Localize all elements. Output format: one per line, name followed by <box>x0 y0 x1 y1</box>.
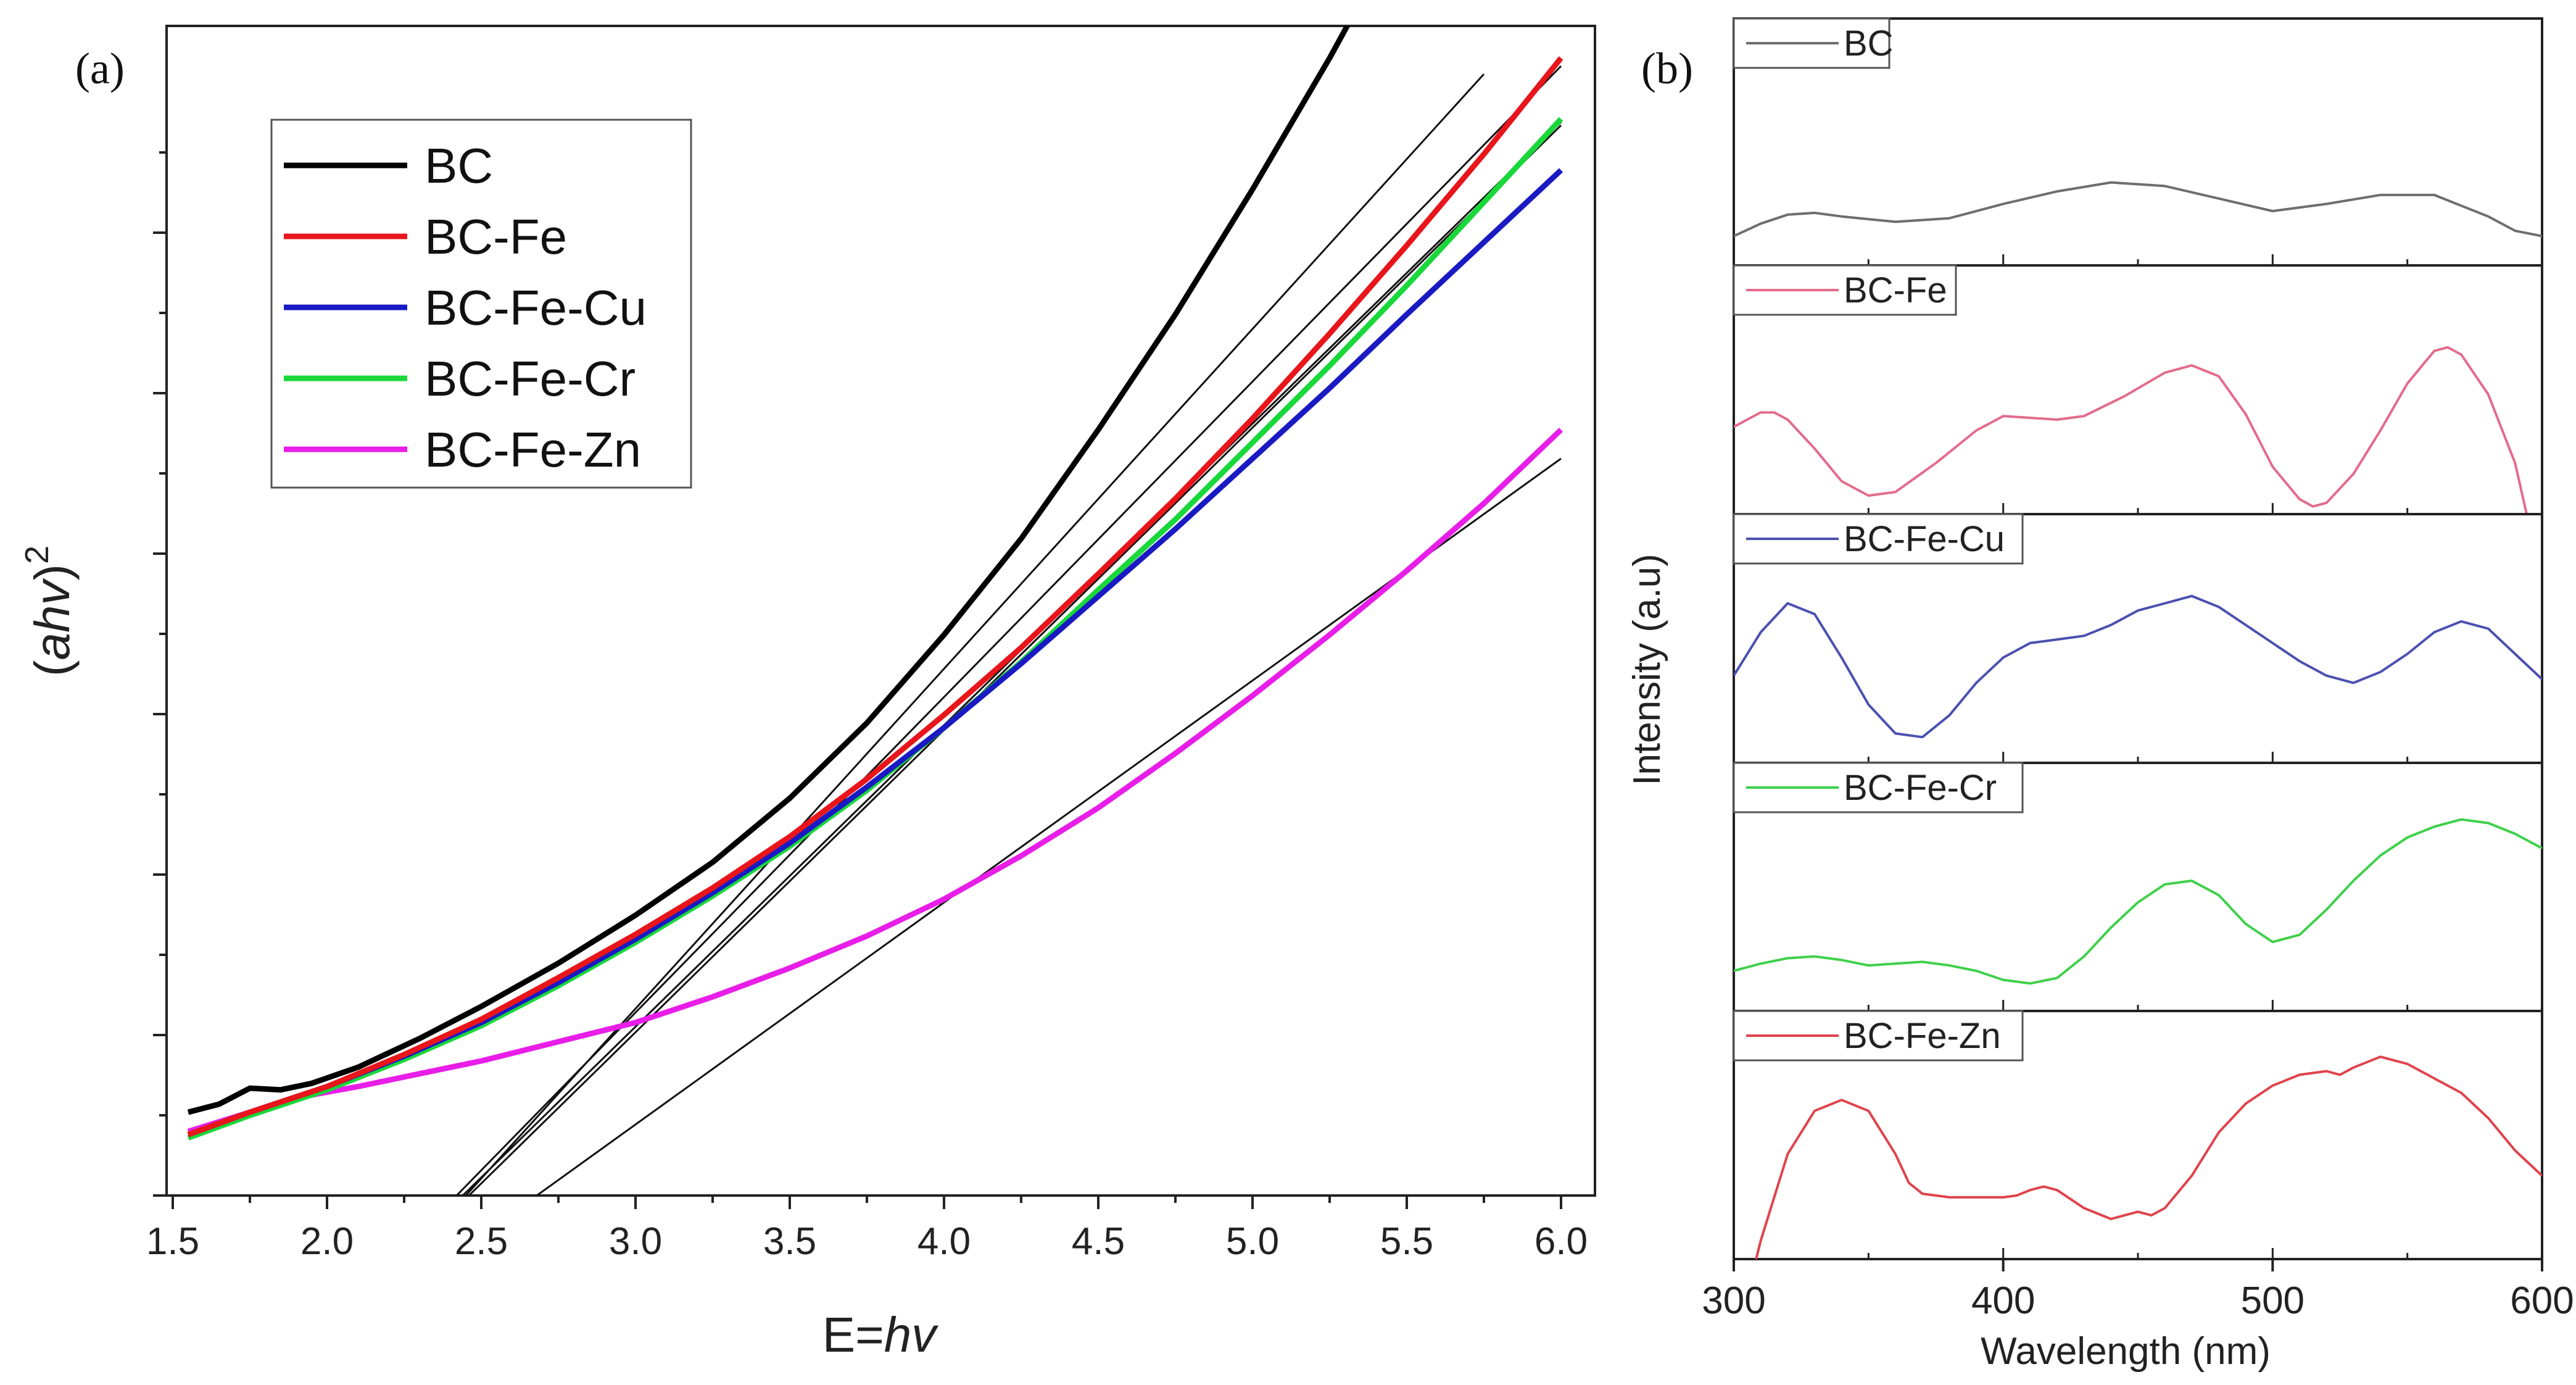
b-legend-bc-fe: BC-Fe <box>1733 264 1957 316</box>
a-x-tick-label: 5.0 <box>1226 1220 1279 1263</box>
a-legend-label-bc-fe-cr: BC-Fe-Cr <box>425 351 636 406</box>
b-subplot-bc-fe-cu: BC-Fe-Cu <box>1733 513 2543 764</box>
b-x-tick-label: 300 <box>1702 1279 1765 1322</box>
a-x-tick-label: 4.5 <box>1072 1220 1125 1263</box>
a-y-axis-title-var: ahv <box>25 578 80 660</box>
a-x-tick-label: 3.0 <box>609 1220 662 1263</box>
a-x-tick-label: 2.5 <box>455 1220 508 1263</box>
a-x-tick-label: 1.5 <box>146 1220 199 1263</box>
b-legend-label: BC-Fe-Zn <box>1844 1016 2001 1056</box>
panel-a-tag: (a) <box>75 44 125 93</box>
b-legend-bc-fe-cu: BC-Fe-Cu <box>1733 513 2024 565</box>
a-series-group <box>187 26 1563 1141</box>
b-x-tick-label: 600 <box>2510 1279 2574 1322</box>
panel-b: (b) BC BC-Fe BC-Fe-Cu BC-Fe-Cr BC-Fe-Zn 300 4… <box>1626 17 2574 1373</box>
b-subplot-bc-fe-cr: BC-Fe-Cr <box>1733 762 2543 1012</box>
a-x-tick-label: 2.0 <box>300 1220 354 1263</box>
a-tangent-line-2 <box>455 65 1562 1196</box>
a-tangent-line-1 <box>465 73 1485 1196</box>
b-series-bc-fe-cu <box>1734 594 2542 739</box>
b-legend-label: BC-Fe <box>1844 270 1947 310</box>
a-x-axis-title: E=hv <box>822 1307 939 1362</box>
panel-b-tag: (b) <box>1641 44 1693 93</box>
b-legend-bc-fe-zn: BC-Fe-Zn <box>1733 1010 2024 1062</box>
plot-a-frame <box>165 25 1596 1197</box>
a-x-axis-title-var: hv <box>884 1307 938 1362</box>
a-x-tick-label: 5.5 <box>1380 1220 1433 1263</box>
b-series-bc <box>1734 181 2542 238</box>
b-subplots: BC BC-Fe BC-Fe-Cu BC-Fe-Cr BC-Fe-Zn <box>1733 17 2543 1260</box>
b-series-bc-fe-zn <box>1755 1055 2542 1259</box>
a-legend: BC BC-Fe BC-Fe-Cu BC-Fe-Cr BC-Fe-Zn <box>270 119 692 489</box>
a-series-bc-fe-zn <box>187 427 1563 1134</box>
b-x-axis-title: Wavelength (nm) <box>1981 1330 2271 1373</box>
b-subplot-bc: BC <box>1733 17 2543 267</box>
a-series-bc-fe <box>187 56 1563 1138</box>
a-x-tick-label: 4.0 <box>917 1220 971 1263</box>
b-subplot-bc-fe-zn: BC-Fe-Zn <box>1733 1010 2543 1260</box>
b-x-tick-label: 500 <box>2241 1279 2305 1322</box>
b-legend-label: BC <box>1844 23 1894 64</box>
a-y-ticks <box>153 151 167 1197</box>
b-x-tick-label: 400 <box>1971 1279 2035 1322</box>
a-legend-label-bc: BC <box>425 138 493 193</box>
panel-a: (a) 1.5 2.0 2.5 3.0 3.5 4.0 4.5 5.0 5.5 6.0 E=hv … <box>19 25 1596 1362</box>
a-x-tick-label: 3.5 <box>763 1220 816 1263</box>
a-y-axis-title-close: ) <box>25 564 80 581</box>
b-legend-bc-fe-cr: BC-Fe-Cr <box>1733 762 2024 813</box>
a-y-axis-title: (ahv)2 <box>19 546 80 676</box>
a-x-tick-label: 6.0 <box>1534 1220 1588 1263</box>
a-legend-label-bc-fe-cu: BC-Fe-Cu <box>425 280 647 335</box>
a-x-axis-title-prefix: E= <box>822 1307 884 1362</box>
a-y-axis-title-open: ( <box>25 660 80 676</box>
b-legend-label: BC-Fe-Cr <box>1844 768 1997 808</box>
b-series-bc-fe <box>1734 346 2528 514</box>
b-subplot-bc-fe: BC-Fe <box>1733 264 2543 515</box>
b-x-ticks: 300 400 500 600 <box>1702 1259 2574 1322</box>
a-legend-box <box>270 119 692 489</box>
b-legend-label: BC-Fe-Cu <box>1844 519 2005 559</box>
b-series-bc-fe-cr <box>1734 818 2542 985</box>
a-series-bc <box>187 26 1351 1115</box>
a-legend-label-bc-fe: BC-Fe <box>425 209 567 264</box>
a-y-axis-title-exp: 2 <box>19 546 56 564</box>
b-legend-bc: BC <box>1733 17 1894 69</box>
a-x-ticks: 1.5 2.0 2.5 3.0 3.5 4.0 4.5 5.0 5.5 6.0 <box>146 1196 1588 1263</box>
b-y-axis-title: Intensity (a.u) <box>1626 554 1668 786</box>
a-legend-label-bc-fe-zn: BC-Fe-Zn <box>425 422 641 477</box>
